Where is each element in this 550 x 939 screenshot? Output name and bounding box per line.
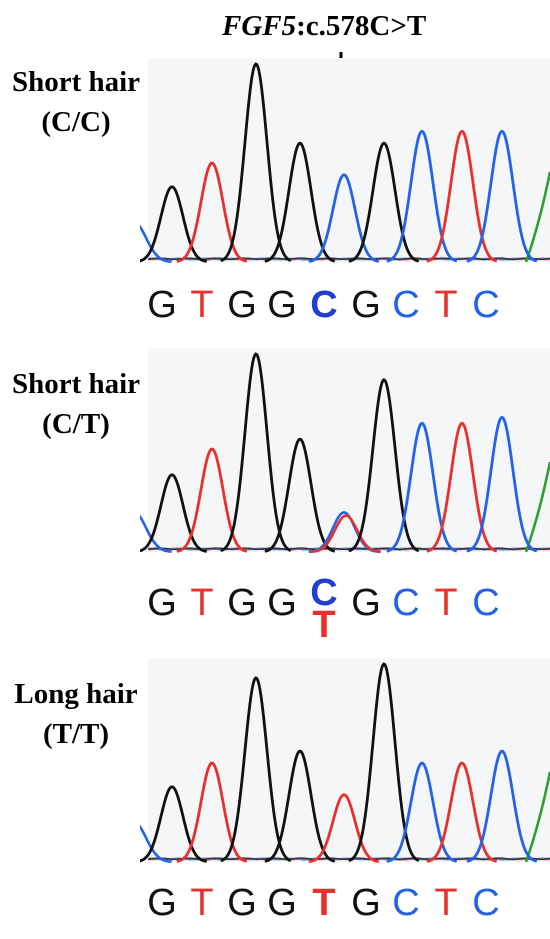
peak-c [308, 173, 380, 263]
peak-c [386, 761, 458, 863]
sequence-base: G [351, 582, 381, 624]
panel-1-genotype: (C/C) [41, 106, 111, 138]
peak-t [176, 761, 248, 863]
panel-2-chromatogram [140, 348, 550, 554]
peak-t [310, 514, 381, 554]
sequence-base: T [190, 582, 214, 624]
sequence-base: C [392, 582, 420, 624]
sequence-base: C [472, 284, 500, 326]
panel-2-phenotype: Short hair [11, 368, 141, 400]
sequence-base: C [472, 582, 500, 624]
peak-t [308, 793, 379, 863]
panel-2-label: Short hair (C/T) [10, 364, 142, 444]
panel-3-genotype: (T/T) [42, 718, 110, 750]
peak-g [264, 437, 336, 553]
sequence-base: C [392, 882, 420, 924]
sequence-base: C [392, 284, 420, 326]
panel-2-genotype: (C/T) [42, 408, 110, 440]
baseline-noise-trace [147, 857, 550, 861]
sequence-base-mutant: T [312, 882, 336, 924]
peak-c [466, 129, 538, 263]
baseline-noise-trace [147, 257, 550, 261]
edge-peak-left [140, 224, 172, 263]
panel-1-label: Short hair (C/C) [10, 62, 142, 142]
sequence-base: G [147, 582, 177, 624]
variant-notation: :c.578C>T [296, 10, 427, 42]
peak-t [426, 129, 498, 263]
baseline-noise-trace [147, 547, 550, 551]
sequence-base: G [227, 882, 257, 924]
gene-name: FGF5 [222, 10, 297, 42]
peak-g [140, 785, 208, 863]
trace-background [148, 58, 550, 262]
peak-t [426, 761, 498, 863]
peak-g [140, 185, 208, 263]
sequence-base: G [147, 882, 177, 924]
sequence-base: T [434, 882, 458, 924]
peak-c [386, 421, 458, 553]
peak-t [426, 421, 498, 553]
edge-peak-left [140, 514, 172, 553]
peak-c [466, 749, 538, 863]
edge-peak-left [140, 824, 172, 863]
sequence-base-mutant: C [310, 284, 338, 326]
trace-background [148, 658, 550, 862]
panel-1-chromatogram [140, 58, 550, 263]
panel-1-phenotype: Short hair [11, 66, 141, 98]
peak-c [466, 415, 538, 553]
sequence-base: G [227, 284, 257, 326]
peak-t [176, 161, 248, 263]
sequence-base: C [472, 882, 500, 924]
sequence-base: G [351, 284, 381, 326]
peak-g [348, 662, 420, 863]
sequence-base-heterozygous: T [312, 604, 336, 646]
sequence-base-heterozygous: C [310, 572, 338, 614]
trace-background [148, 348, 550, 552]
variant-title: FGF5:c.578C>T [222, 12, 426, 41]
sequence-base: G [267, 284, 297, 326]
peak-g [348, 378, 420, 553]
peak-t [176, 447, 248, 553]
panel-3-chromatogram [140, 658, 550, 863]
sequence-base: G [267, 882, 297, 924]
sequence-base: G [351, 882, 381, 924]
panel-3-phenotype: Long hair [14, 678, 138, 710]
peak-c [386, 129, 458, 263]
sequence-base: G [147, 284, 177, 326]
sequence-base: G [227, 582, 257, 624]
sequence-base: G [267, 582, 297, 624]
peak-g [140, 473, 208, 553]
sequence-base: T [190, 284, 214, 326]
sequence-base: T [190, 882, 214, 924]
sequence-base: T [434, 582, 458, 624]
sequence-base: T [434, 284, 458, 326]
panel-3-label: Long hair (T/T) [10, 674, 142, 754]
peak-g [348, 141, 420, 263]
